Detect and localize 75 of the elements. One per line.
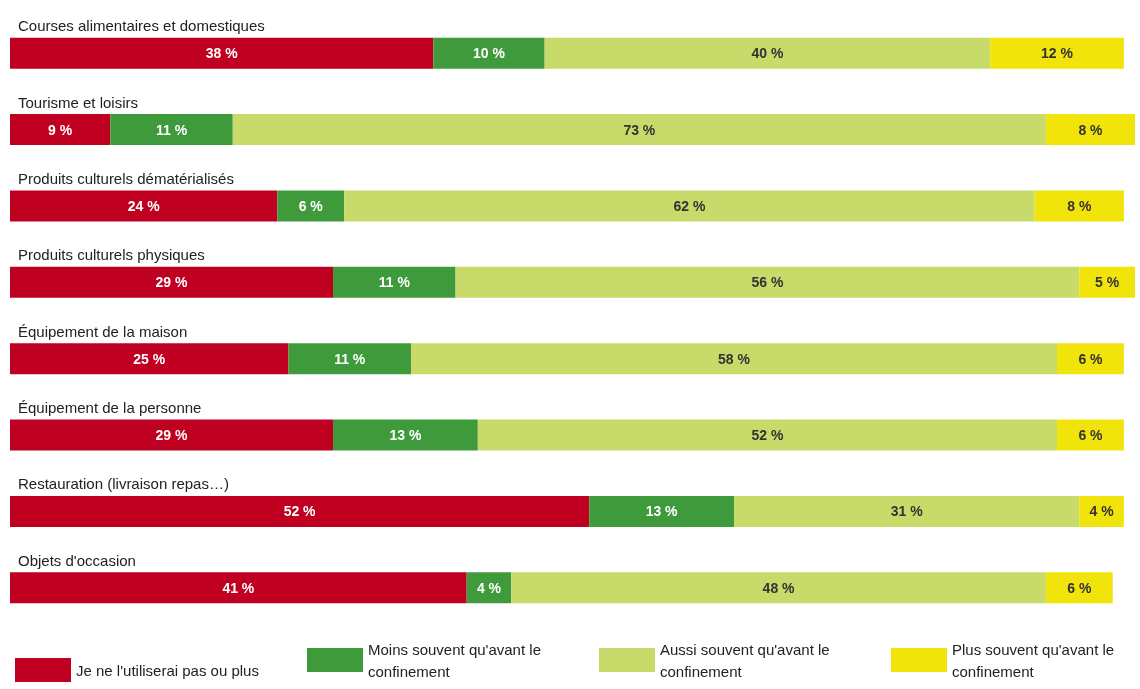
data-label: 9 % (48, 121, 73, 138)
data-label: 12 % (1041, 45, 1074, 62)
data-label: 24 % (127, 197, 161, 214)
data-label: 13 % (645, 503, 679, 520)
bar (10, 114, 111, 146)
bar (10, 495, 590, 527)
bar (1045, 114, 1135, 146)
data-label: 10 % (473, 45, 506, 62)
data-label: 6 % (1078, 427, 1104, 444)
y-tick-label: Restauration (livraison repas…) (18, 475, 229, 493)
data-label: 58 % (718, 350, 751, 367)
data-label: 8 % (1078, 121, 1104, 138)
data-label: 62 % (673, 197, 706, 214)
bar (1079, 495, 1124, 527)
bar (1045, 572, 1113, 604)
data-label: 6 % (298, 197, 324, 214)
bar (10, 37, 434, 69)
bar (10, 572, 467, 604)
y-tick-label: Tourisme et loisirs (18, 93, 139, 111)
bar (410, 343, 1058, 375)
bar (1057, 343, 1124, 375)
bar (10, 419, 334, 451)
bar (10, 190, 278, 222)
legend-label: Je ne l'utiliserai pas ou plus (76, 661, 259, 679)
y-tick-label: Courses alimentaires et domestiques (18, 17, 265, 35)
data-label: 8 % (1067, 197, 1092, 214)
data-label: 4 % (1089, 503, 1115, 520)
data-label: 38 % (205, 45, 239, 62)
bar (734, 495, 1080, 527)
y-tick-label: Équipement de la personne (18, 399, 202, 417)
data-label: 52 % (283, 503, 317, 520)
bar (511, 572, 1046, 604)
data-label: 73 % (623, 121, 656, 138)
bar (10, 266, 334, 298)
bar (433, 37, 545, 69)
bar (333, 419, 478, 451)
bar (110, 114, 233, 146)
y-tick-label: Objets d'occasion (18, 551, 136, 569)
bar (455, 266, 1080, 298)
data-label: 31 % (890, 503, 924, 520)
y-tick-label: Équipement de la maison (18, 322, 188, 340)
data-label: 48 % (762, 579, 796, 596)
data-label: 52 % (751, 427, 784, 444)
data-label: 11 % (378, 274, 411, 291)
data-label: 4 % (476, 579, 502, 596)
data-label: 29 % (155, 274, 189, 291)
data-label: 13 % (389, 427, 422, 444)
bar (10, 343, 289, 375)
bar (477, 419, 1058, 451)
bar (1057, 419, 1124, 451)
data-label: 40 % (751, 45, 784, 62)
legend-label: Aussi souvent qu'avant le confinement (660, 640, 834, 680)
bar (544, 37, 991, 69)
bar (1079, 266, 1135, 298)
bar (990, 37, 1124, 69)
bar (333, 266, 456, 298)
data-label: 6 % (1078, 350, 1104, 367)
legend-label: Moins souvent qu'avant le confinement (368, 640, 546, 680)
y-tick-label: Produits culturels dématérialisés (18, 169, 234, 187)
bar (232, 114, 1046, 146)
bar (288, 343, 411, 375)
data-label: 5 % (1095, 274, 1120, 291)
legend-label: Plus souvent qu'avant le confinement (952, 640, 1119, 680)
data-label: 25 % (133, 350, 166, 367)
data-label: 56 % (751, 274, 784, 291)
bar (589, 495, 735, 527)
data-label: 41 % (222, 579, 255, 596)
bar (1034, 190, 1124, 222)
y-tick-label: Produits culturels physiques (18, 246, 205, 264)
bar (344, 190, 1035, 222)
data-label: 11 % (155, 121, 188, 138)
bar (277, 190, 345, 222)
data-label: 6 % (1067, 579, 1092, 596)
data-label: 11 % (334, 350, 366, 367)
data-label: 29 % (155, 427, 189, 444)
